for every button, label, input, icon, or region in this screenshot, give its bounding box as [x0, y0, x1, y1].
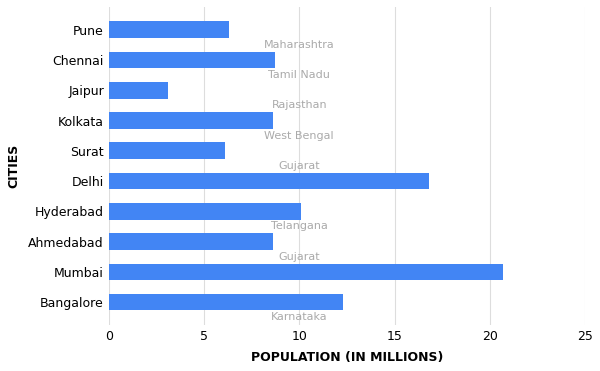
Text: Maharashtra: Maharashtra	[261, 265, 351, 278]
Text: Rajasthan: Rajasthan	[271, 101, 327, 111]
Y-axis label: CITIES: CITIES	[7, 144, 20, 188]
Bar	[109, 173, 429, 189]
Text: Tamil Nadu: Tamil Nadu	[268, 70, 330, 80]
Text: West Bengal: West Bengal	[265, 131, 334, 141]
Bar	[109, 294, 343, 311]
Bar	[109, 263, 503, 280]
Bar	[109, 52, 275, 68]
Bar	[109, 112, 272, 129]
Bar	[109, 233, 272, 250]
Text: Karnataka: Karnataka	[271, 312, 328, 322]
Bar	[109, 22, 229, 38]
Text: Maharashtra: Maharashtra	[264, 40, 335, 50]
Text: Telangana: Telangana	[271, 221, 328, 232]
Bar	[109, 203, 301, 220]
Text: Gujarat: Gujarat	[278, 161, 320, 171]
Bar	[109, 142, 225, 159]
Bar	[109, 82, 168, 99]
Text: Gujarat: Gujarat	[278, 252, 320, 262]
Text: Delhi: Delhi	[251, 174, 287, 187]
X-axis label: POPULATION (IN MILLIONS): POPULATION (IN MILLIONS)	[251, 351, 443, 364]
